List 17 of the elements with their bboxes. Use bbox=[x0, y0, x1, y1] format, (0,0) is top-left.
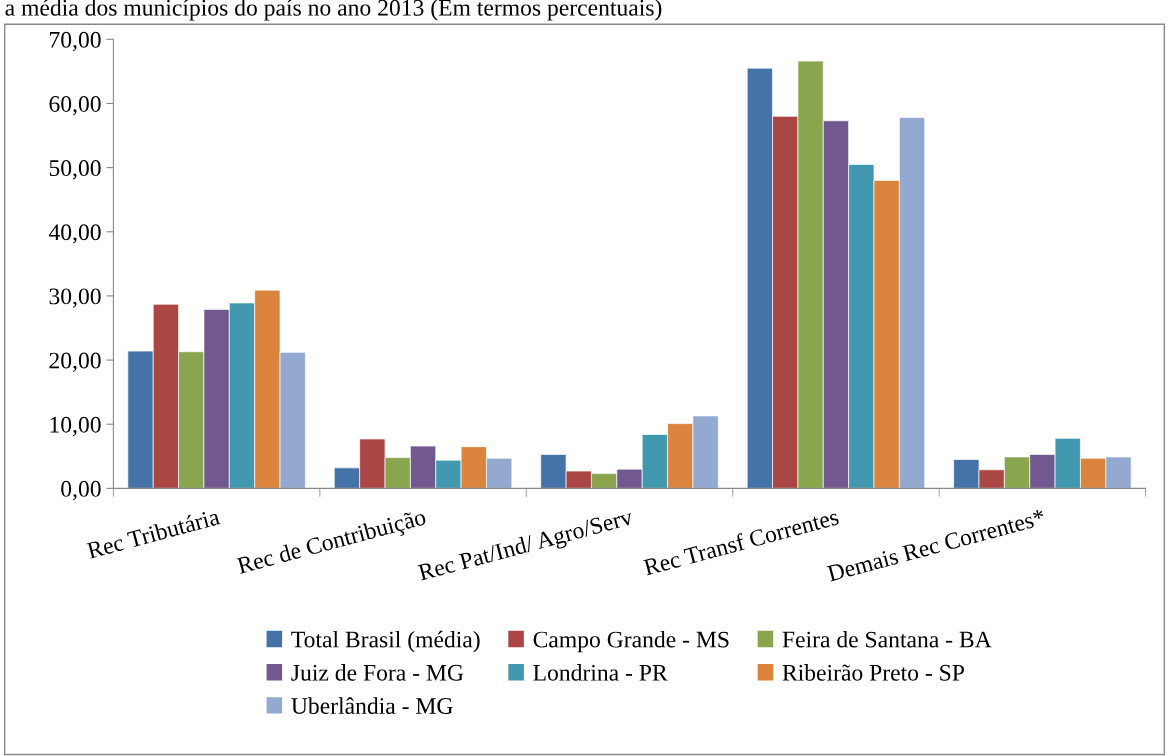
legend-label: Juiz de Fora - MG bbox=[291, 664, 464, 681]
y-tick-label: 0,00 bbox=[61, 480, 101, 501]
legend-label: Uberlândia - MG bbox=[291, 697, 453, 714]
y-tick-label: 30,00 bbox=[49, 288, 101, 308]
y-tick-label: 70,00 bbox=[50, 31, 101, 52]
y-tick-label: 20,00 bbox=[49, 352, 101, 372]
x-tick-label: Rec Tributária bbox=[86, 507, 221, 559]
y-tick-label: 60,00 bbox=[49, 95, 101, 116]
y-tick-label: 10,00 bbox=[50, 416, 101, 437]
y-tick-label: 50,00 bbox=[49, 160, 101, 180]
y-tick-label: 40,00 bbox=[48, 224, 101, 244]
legend-label: Londrina - PR bbox=[533, 664, 668, 681]
legend-label: Campo Grande - MS bbox=[533, 630, 729, 653]
legend-label: Feira de Santana - BA bbox=[782, 630, 992, 648]
chart-title: a média dos municípios do país no ano 2013 (Em termos percentuais) bbox=[5, 0, 662, 21]
legend-label: Total Brasil (média) bbox=[291, 630, 480, 653]
legend-label: Ribeirão Preto - SP bbox=[782, 664, 964, 681]
